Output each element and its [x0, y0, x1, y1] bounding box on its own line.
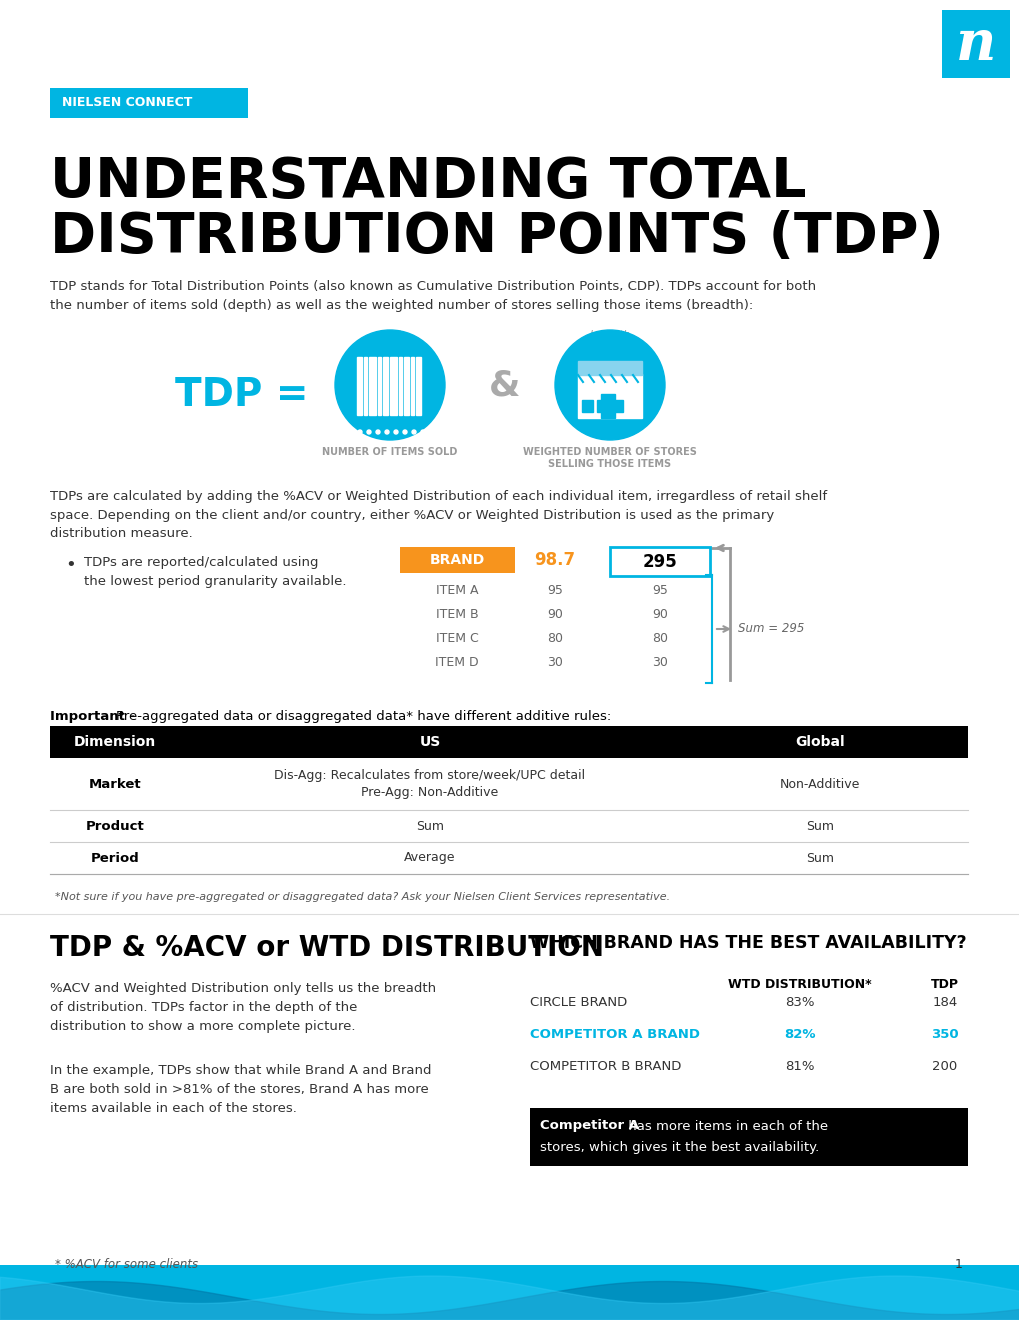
- FancyBboxPatch shape: [942, 11, 1009, 78]
- Text: TDP =: TDP =: [175, 376, 308, 414]
- Text: COMPETITOR A BRAND: COMPETITOR A BRAND: [530, 1027, 699, 1040]
- Text: 95: 95: [651, 583, 667, 597]
- Text: &: &: [489, 368, 521, 403]
- Text: In the example, TDPs show that while Brand A and Brand
B are both sold in >81% o: In the example, TDPs show that while Bra…: [50, 1064, 431, 1115]
- Text: 90: 90: [546, 607, 562, 620]
- Bar: [411, 356, 414, 414]
- Text: TDPs are calculated by adding the %ACV or Weighted Distribution of each individu: TDPs are calculated by adding the %ACV o…: [50, 490, 826, 540]
- FancyBboxPatch shape: [50, 88, 248, 117]
- Text: ITEM B: ITEM B: [435, 607, 478, 620]
- Circle shape: [554, 330, 664, 440]
- Text: has more items in each of the: has more items in each of the: [624, 1119, 827, 1133]
- Text: Sum: Sum: [416, 820, 443, 833]
- Text: Pre-aggregated data or disaggregated data* have different additive rules:: Pre-aggregated data or disaggregated dat…: [116, 710, 610, 723]
- Text: 95: 95: [546, 583, 562, 597]
- Text: Sum: Sum: [805, 851, 834, 865]
- Circle shape: [384, 430, 388, 434]
- Text: stores, which gives it the best availability.: stores, which gives it the best availabi…: [539, 1142, 818, 1155]
- Bar: [357, 356, 362, 414]
- Text: 200: 200: [931, 1060, 957, 1072]
- Text: Sum: Sum: [805, 820, 834, 833]
- Bar: [389, 356, 396, 414]
- Text: Important -: Important -: [50, 710, 140, 723]
- Text: %ACV and Weighted Distribution only tells us the breadth
of distribution. TDPs f: %ACV and Weighted Distribution only tell…: [50, 982, 436, 1034]
- Text: * %ACV for some clients: * %ACV for some clients: [55, 1258, 198, 1271]
- Bar: [596, 400, 607, 412]
- Text: COMPETITOR B BRAND: COMPETITOR B BRAND: [530, 1060, 681, 1072]
- Text: 295: 295: [642, 553, 677, 572]
- Bar: [398, 356, 401, 414]
- Text: TDP stands for Total Distribution Points (also known as Cumulative Distribution : TDP stands for Total Distribution Points…: [50, 280, 815, 312]
- Text: n: n: [955, 16, 996, 71]
- Circle shape: [367, 430, 371, 434]
- Text: Product: Product: [86, 820, 145, 833]
- Bar: [364, 356, 367, 414]
- Bar: [600, 393, 614, 418]
- Text: Non-Additive: Non-Additive: [780, 777, 859, 791]
- Text: •: •: [65, 556, 75, 574]
- Text: Sum = 295: Sum = 295: [738, 623, 804, 635]
- Text: Market: Market: [89, 777, 142, 791]
- Circle shape: [412, 430, 416, 434]
- Circle shape: [358, 430, 362, 434]
- Circle shape: [334, 330, 444, 440]
- Text: CIRCLE BRAND: CIRCLE BRAND: [530, 995, 627, 1008]
- Bar: [369, 356, 376, 414]
- Text: NIELSEN CONNECT: NIELSEN CONNECT: [62, 96, 193, 110]
- Text: ITEM A: ITEM A: [435, 583, 478, 597]
- Text: 80: 80: [546, 631, 562, 644]
- Text: ITEM D: ITEM D: [435, 656, 478, 668]
- Text: Competitor A: Competitor A: [539, 1119, 638, 1133]
- Text: depth: depth: [374, 330, 405, 341]
- Circle shape: [393, 430, 397, 434]
- Text: ITEM C: ITEM C: [435, 631, 478, 644]
- Circle shape: [376, 430, 380, 434]
- FancyBboxPatch shape: [609, 546, 709, 576]
- Text: BRAND: BRAND: [429, 553, 484, 568]
- Text: Dis-Agg: Recalculates from store/week/UPC detail
Pre-Agg: Non-Additive: Dis-Agg: Recalculates from store/week/UP…: [274, 770, 585, 799]
- Text: 1: 1: [954, 1258, 962, 1271]
- Text: 82%: 82%: [784, 1027, 815, 1040]
- FancyBboxPatch shape: [50, 726, 967, 758]
- Text: 30: 30: [651, 656, 667, 668]
- Text: Global: Global: [795, 735, 844, 748]
- Bar: [382, 356, 387, 414]
- Text: 184: 184: [931, 995, 957, 1008]
- Text: TDPs are reported/calculated using
the lowest period granularity available.: TDPs are reported/calculated using the l…: [84, 556, 346, 587]
- Text: NUMBER OF ITEMS SOLD: NUMBER OF ITEMS SOLD: [322, 447, 458, 457]
- Text: 83%: 83%: [785, 995, 814, 1008]
- Text: UNDERSTANDING TOTAL: UNDERSTANDING TOTAL: [50, 154, 806, 209]
- Bar: [578, 374, 641, 418]
- Text: WEIGHTED NUMBER OF STORES
SELLING THOSE ITEMS: WEIGHTED NUMBER OF STORES SELLING THOSE …: [523, 447, 696, 470]
- Text: DISTRIBUTION POINTS (TDP): DISTRIBUTION POINTS (TDP): [50, 210, 943, 264]
- Text: TDP & %ACV or WTD DISTRIBUTION: TDP & %ACV or WTD DISTRIBUTION: [50, 935, 603, 962]
- FancyBboxPatch shape: [530, 1107, 967, 1166]
- Text: Period: Period: [91, 851, 140, 865]
- Text: 81%: 81%: [785, 1060, 814, 1072]
- Text: 350: 350: [930, 1027, 958, 1040]
- Bar: [578, 360, 641, 375]
- FancyBboxPatch shape: [0, 1265, 1019, 1320]
- Circle shape: [421, 430, 425, 434]
- Bar: [404, 356, 409, 414]
- Text: 90: 90: [651, 607, 667, 620]
- Text: WTD DISTRIBUTION*: WTD DISTRIBUTION*: [728, 978, 871, 991]
- Text: Average: Average: [404, 851, 455, 865]
- Text: TDP: TDP: [930, 978, 958, 991]
- Bar: [582, 400, 592, 412]
- Text: *Not sure if you have pre-aggregated or disaggregated data? Ask your Nielsen Cli: *Not sure if you have pre-aggregated or …: [55, 892, 669, 902]
- Text: US: US: [419, 735, 440, 748]
- FancyBboxPatch shape: [399, 546, 515, 573]
- Text: WHICH BRAND HAS THE BEST AVAILABILITY?: WHICH BRAND HAS THE BEST AVAILABILITY?: [530, 935, 966, 952]
- Text: 30: 30: [546, 656, 562, 668]
- Bar: [378, 356, 381, 414]
- Bar: [416, 356, 421, 414]
- Text: 98.7: 98.7: [534, 550, 575, 569]
- Bar: [611, 400, 623, 412]
- Text: Dimension: Dimension: [73, 735, 156, 748]
- Text: breadth: breadth: [589, 330, 630, 341]
- Circle shape: [403, 430, 407, 434]
- Text: 80: 80: [651, 631, 667, 644]
